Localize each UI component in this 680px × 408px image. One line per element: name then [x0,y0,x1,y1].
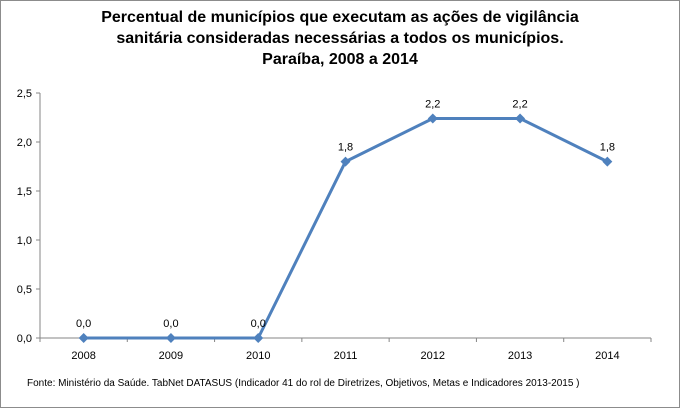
source-note: Fonte: Ministério da Saúde. TabNet DATAS… [27,378,580,389]
y-tick-label: 0,5 [17,284,32,296]
data-point-marker [515,113,526,124]
data-label: 1,8 [338,142,353,154]
chart-title-line: Paraíba, 2008 a 2014 [262,51,418,68]
data-label: 1,8 [600,142,615,154]
y-tick-label: 0,0 [17,333,32,345]
x-tick-label: 2012 [421,350,445,362]
x-tick-label: 2011 [334,350,358,362]
data-label: 2,2 [512,98,527,110]
data-label: 2,2 [425,98,440,110]
data-label: 0,0 [76,318,91,330]
data-point-marker [165,333,176,343]
data-point-marker [427,113,438,124]
data-point-marker [253,333,264,343]
y-tick-label: 2,5 [17,88,32,100]
x-tick-label: 2009 [159,350,183,362]
data-point-marker [78,333,89,343]
x-tick-label: 2014 [595,350,619,362]
y-tick-label: 2,0 [17,137,32,149]
data-point-marker [602,156,613,167]
chart-title-line: Percentual de municípios que executam as… [101,9,579,26]
data-label: 0,0 [251,318,266,330]
y-tick-label: 1,5 [17,186,32,198]
chart-title: Percentual de municípios que executam as… [1,7,679,70]
chart-title-line: sanitária consideradas necessárias a tod… [116,30,564,47]
x-tick-label: 2013 [508,350,532,362]
data-label: 0,0 [163,318,178,330]
y-tick-label: 1,0 [17,235,32,247]
data-point-marker [340,156,351,167]
x-tick-label: 2010 [246,350,270,362]
x-tick-label: 2008 [71,350,95,362]
